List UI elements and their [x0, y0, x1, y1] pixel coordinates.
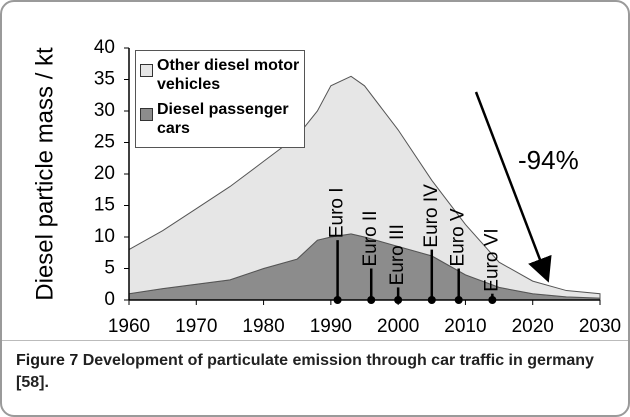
legend-item: Other diesel motor vehicles: [140, 56, 300, 94]
x-tick-label: 2010: [444, 316, 486, 337]
x-tick-label: 1990: [310, 316, 352, 337]
euro-dot: [333, 296, 342, 304]
euro-dot: [427, 296, 436, 304]
y-tick-label: 40: [94, 37, 115, 58]
euro-label: Euro II: [360, 211, 381, 267]
euro-dot: [394, 296, 403, 304]
euro-label: Euro IV: [421, 184, 442, 248]
y-tick-label: 10: [94, 226, 115, 247]
y-axis-title: Diesel particle mass / kt: [31, 47, 58, 301]
legend-item: Diesel passenger cars: [140, 100, 300, 138]
legend-swatch: [140, 64, 153, 77]
euro-dot: [488, 296, 497, 304]
x-tick-label: 2020: [512, 316, 554, 337]
y-tick-label: 25: [94, 132, 115, 153]
legend-label: Diesel passenger cars: [157, 101, 289, 137]
separator: [2, 340, 628, 341]
caption-text: Development of particulate emission thro…: [16, 352, 594, 391]
y-tick-label: 35: [94, 69, 115, 90]
x-tick-label: 1960: [108, 316, 150, 337]
euro-dot: [454, 296, 463, 304]
chart: Diesel particle mass / kt 0 5 10 15 20 25 30 35…: [31, 37, 621, 337]
x-tick-label: 2030: [579, 316, 621, 337]
y-tick-label: 20: [94, 163, 115, 184]
euro-label: Euro V: [448, 208, 469, 266]
caption-label: Figure 7: [16, 352, 79, 369]
caption: Figure 7 Development of particulate emis…: [16, 350, 616, 394]
legend-swatch: [140, 108, 153, 121]
area: [128, 75, 601, 299]
y-tick-label: 0: [104, 289, 115, 310]
x-tick-label: 1970: [175, 316, 217, 337]
euro-label: Euro I: [327, 187, 348, 238]
euro-label: Euro III: [387, 224, 408, 285]
y-tick-label: 15: [94, 195, 115, 216]
x-tick-label: 1980: [242, 316, 284, 337]
trend-arrow: [474, 91, 552, 283]
y-tick-label: 5: [104, 258, 115, 279]
legend: Other diesel motor vehicles Diesel passen…: [135, 50, 305, 148]
trend-label: -94%: [518, 145, 579, 175]
euro-dot: [367, 296, 376, 304]
y-tick-label: 30: [94, 100, 115, 121]
euro-label: Euro VI: [481, 228, 502, 291]
legend-label: Other diesel motor vehicles: [157, 57, 300, 93]
x-tick-label: 2000: [377, 316, 419, 337]
